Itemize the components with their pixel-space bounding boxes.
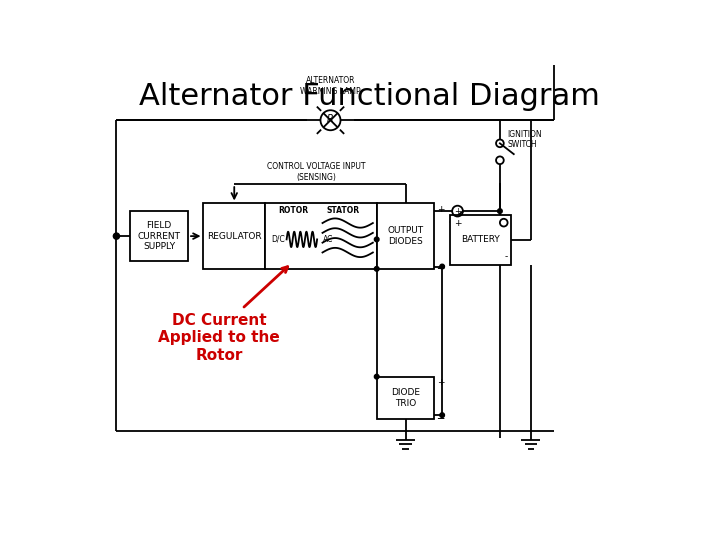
- Text: BATTERY: BATTERY: [462, 235, 500, 245]
- Text: OUTPUT
DIODES: OUTPUT DIODES: [387, 226, 423, 246]
- Circle shape: [374, 374, 379, 379]
- Bar: [204, 204, 265, 269]
- Text: +: +: [454, 207, 461, 215]
- Circle shape: [440, 264, 444, 269]
- Text: CONTROL VOLTAGE INPUT
(SENSING): CONTROL VOLTAGE INPUT (SENSING): [267, 163, 365, 182]
- Circle shape: [374, 267, 379, 271]
- Bar: [377, 204, 434, 269]
- Text: _: _: [437, 256, 443, 269]
- Bar: [377, 377, 434, 419]
- Text: D/C: D/C: [271, 235, 285, 244]
- Bar: [450, 215, 511, 265]
- Text: IGNITION
SWITCH: IGNITION SWITCH: [508, 130, 542, 149]
- Text: DIODE
TRIO: DIODE TRIO: [391, 388, 420, 408]
- Bar: [130, 211, 188, 261]
- Text: +: +: [454, 219, 462, 228]
- Circle shape: [113, 233, 120, 239]
- Text: +: +: [437, 205, 444, 214]
- Circle shape: [440, 413, 444, 417]
- Text: +: +: [437, 379, 444, 387]
- Circle shape: [498, 209, 503, 213]
- Circle shape: [374, 237, 379, 242]
- Text: FIELD
CURRENT
SUPPLY: FIELD CURRENT SUPPLY: [138, 221, 181, 251]
- Text: R: R: [327, 114, 334, 125]
- Text: ALTERNATOR
WARNING LAMP: ALTERNATOR WARNING LAMP: [300, 76, 361, 96]
- Text: REGULATOR: REGULATOR: [207, 232, 261, 241]
- Text: STATOR: STATOR: [327, 206, 360, 215]
- Text: Alternator Functional Diagram: Alternator Functional Diagram: [138, 82, 600, 111]
- Text: _: _: [437, 406, 443, 420]
- Text: -: -: [504, 252, 508, 261]
- Text: AC: AC: [323, 235, 333, 244]
- Circle shape: [320, 110, 341, 130]
- Text: DC Current
Applied to the
Rotor: DC Current Applied to the Rotor: [158, 313, 280, 362]
- Bar: [265, 204, 377, 269]
- Text: ROTOR: ROTOR: [278, 206, 308, 215]
